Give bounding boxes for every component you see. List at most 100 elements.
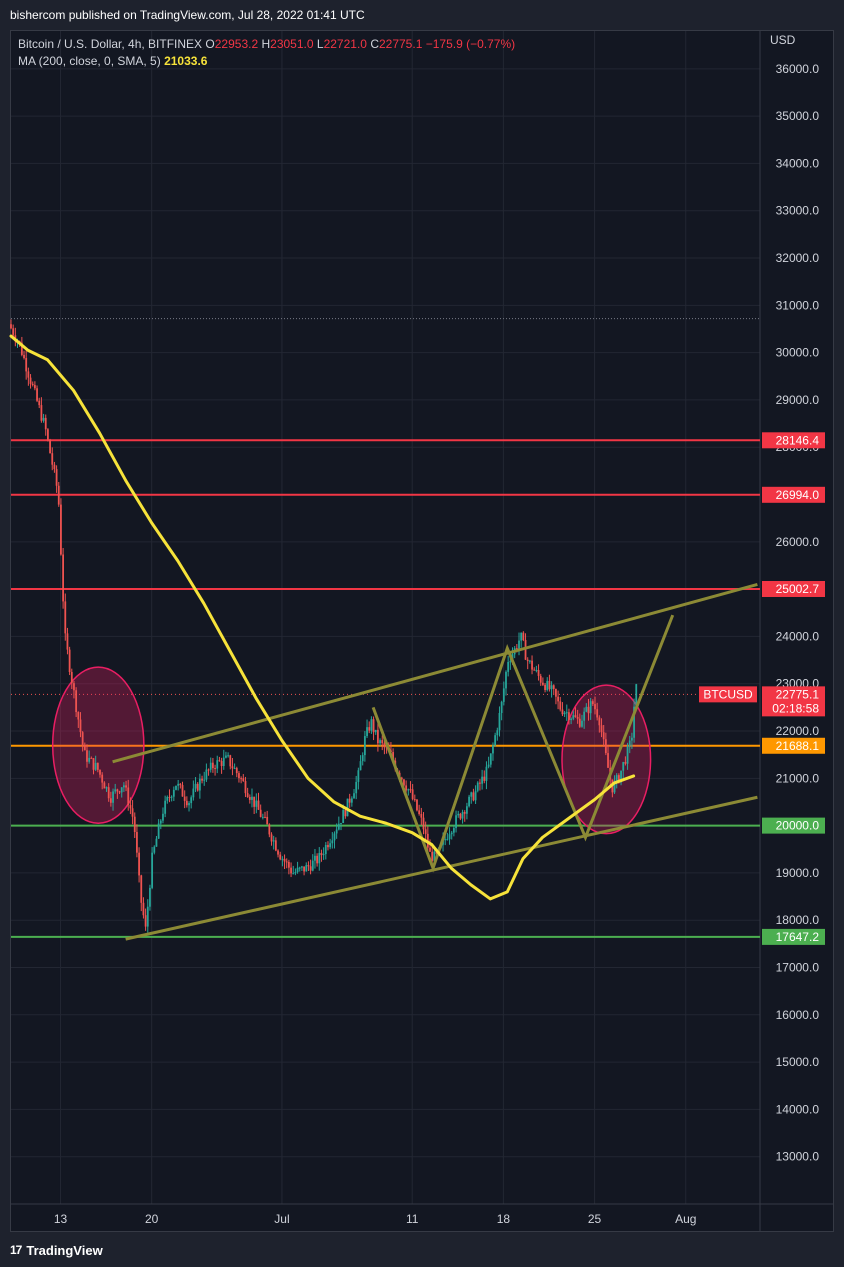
candle-body <box>96 762 99 770</box>
candle-body <box>535 670 538 672</box>
candle-body <box>474 790 477 801</box>
candle-body <box>23 354 25 359</box>
candle-body <box>457 813 460 816</box>
candle-body <box>172 789 175 797</box>
candle-body <box>149 887 151 907</box>
candle-body <box>68 649 71 673</box>
candle-body <box>31 383 34 386</box>
candle-body <box>492 745 494 754</box>
candle-body <box>372 719 375 733</box>
candle-body <box>81 732 84 745</box>
candle-body <box>496 730 499 736</box>
candle-body <box>125 785 127 788</box>
candle-body <box>405 785 408 791</box>
candle-body <box>227 755 230 757</box>
candle-body <box>466 806 468 814</box>
candle-body <box>235 768 238 774</box>
level-price-label: 17647.2 <box>776 930 820 944</box>
candle-body <box>53 464 56 470</box>
candle-body <box>617 775 620 783</box>
candle-body <box>368 727 371 731</box>
candle-body <box>62 554 65 602</box>
candle-body <box>285 861 288 863</box>
candle-body <box>40 405 43 421</box>
candle-body <box>400 777 403 780</box>
candle-body <box>539 675 542 683</box>
y-tick-label: 35000.0 <box>776 109 820 123</box>
candle-body <box>546 680 549 691</box>
candle-body <box>214 768 216 770</box>
candle-body <box>624 762 627 764</box>
candle-body <box>238 773 240 779</box>
level-price-tag <box>762 737 825 754</box>
candle-body <box>140 875 143 903</box>
y-tick-label: 21000.0 <box>776 771 820 785</box>
candle-body <box>261 816 264 818</box>
candle-body <box>185 800 188 806</box>
candle-body <box>337 823 340 830</box>
candle-body <box>127 787 130 806</box>
candle-body <box>47 429 49 440</box>
candle-body <box>379 740 381 744</box>
candle-body <box>633 706 635 738</box>
candle-body <box>66 633 69 650</box>
candle-body <box>201 778 203 781</box>
y-tick-label: 32000.0 <box>776 251 820 265</box>
candle-body <box>416 799 418 811</box>
y-tick-label: 24000.0 <box>776 629 820 643</box>
candle-body <box>431 851 434 861</box>
candle-body <box>587 706 590 714</box>
candle-body <box>253 796 256 807</box>
candle-body <box>251 796 253 800</box>
level-price-tag <box>762 928 825 945</box>
candle-body <box>248 797 251 800</box>
candle-body <box>274 840 277 851</box>
symbol-title[interactable]: Bitcoin / U.S. Dollar, 4h, BITFINEX <box>18 37 203 51</box>
candle-body <box>377 729 379 744</box>
close-value: 22775.1 <box>378 37 423 51</box>
candle-body <box>472 792 475 801</box>
ma-indicator-label[interactable]: MA (200, close, 0, SMA, 5) <box>18 54 161 68</box>
y-tick-label: 18000.0 <box>776 913 820 927</box>
candle-body <box>470 792 473 797</box>
x-tick-label: 25 <box>588 1212 602 1226</box>
candle-body <box>153 846 156 853</box>
candle-body <box>335 829 338 834</box>
candle-body <box>136 832 138 853</box>
y-tick-label: 29000.0 <box>776 393 820 407</box>
level-price-label: 20000.0 <box>776 819 820 833</box>
candle-body <box>541 682 544 685</box>
candle-body <box>483 776 486 781</box>
candle-body <box>122 785 125 788</box>
candle-body <box>268 824 271 835</box>
candle-body <box>631 737 633 741</box>
candle-body <box>370 719 373 731</box>
candle-body <box>479 782 481 784</box>
candle-body <box>594 704 596 710</box>
x-tick-label: Jul <box>274 1212 289 1226</box>
y-tick-label: 26000.0 <box>776 535 820 549</box>
candle-body <box>509 661 512 663</box>
candle-body <box>92 758 95 770</box>
y-tick-label: 30000.0 <box>776 346 820 360</box>
candle-body <box>20 342 23 355</box>
candle-body <box>183 796 186 801</box>
candle-body <box>99 769 101 775</box>
candle-body <box>498 713 501 731</box>
candle-body <box>131 808 134 817</box>
chart-frame[interactable] <box>10 30 834 1232</box>
candle-body <box>203 779 206 781</box>
candle-body <box>502 688 505 702</box>
candle-body <box>350 798 353 803</box>
publish-header: bishercom published on TradingView.com, … <box>0 0 844 30</box>
close-label: C <box>370 37 379 51</box>
candle-body <box>192 788 195 798</box>
candle-body <box>448 834 451 840</box>
moving-average-line <box>9 334 636 901</box>
candle-body <box>38 400 41 406</box>
candle-body <box>281 858 284 860</box>
candle-body <box>318 852 321 864</box>
y-tick-label: 19000.0 <box>776 866 820 880</box>
candle-body <box>452 828 455 833</box>
